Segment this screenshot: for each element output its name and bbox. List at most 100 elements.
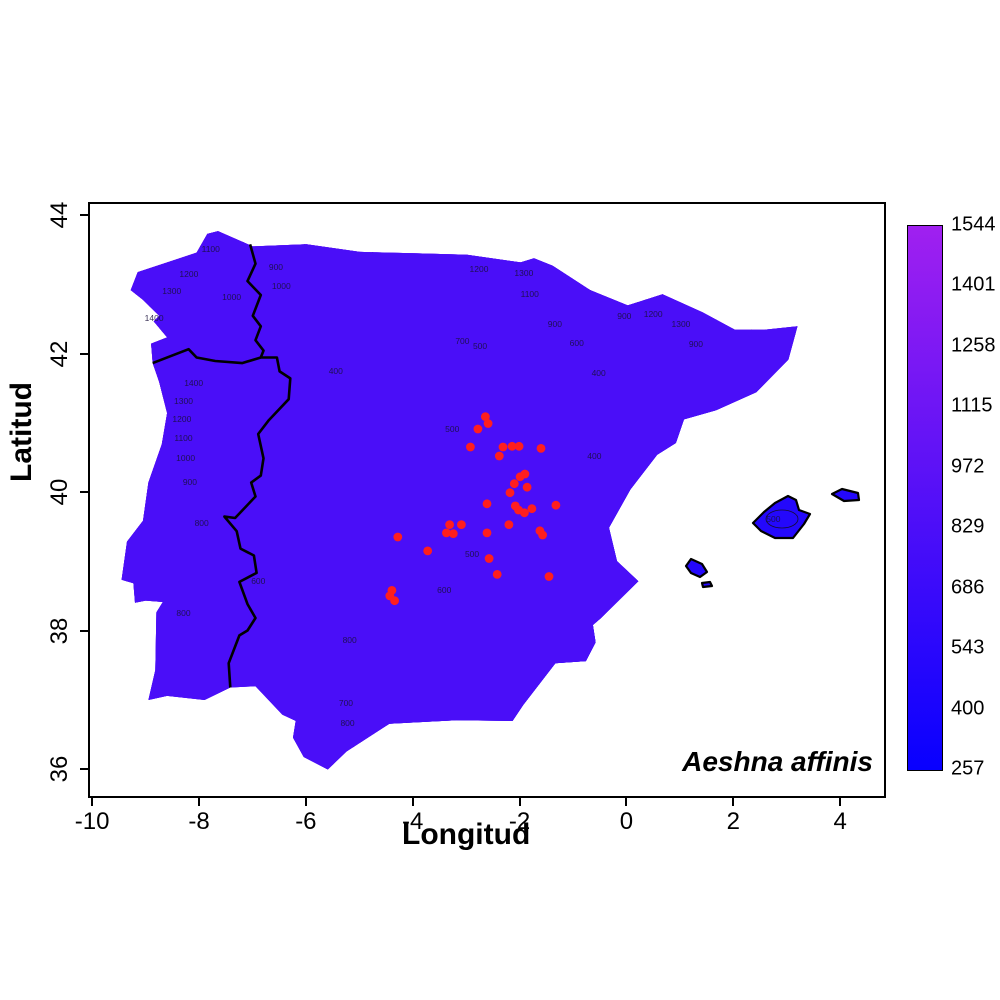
- x-tick-mark: [518, 798, 521, 806]
- colorbar-tick-label: 1544: [951, 213, 996, 236]
- contour-label: 1100: [174, 433, 193, 444]
- portugal-spain-border: [152, 347, 292, 688]
- mallorca-contour: [765, 509, 799, 529]
- y-tick-mark: [80, 214, 88, 217]
- occurrence-point: [498, 442, 508, 452]
- occurrence-points-layer: [385, 412, 561, 606]
- contour-label: 1000: [176, 453, 196, 464]
- x-tick-mark: [732, 798, 735, 806]
- colorbar-tick-label: 1115: [951, 394, 993, 417]
- y-tick-mark: [80, 629, 88, 632]
- y-axis-title: Latitud: [4, 382, 38, 482]
- contour-label: 1400: [144, 312, 164, 323]
- occurrence-point: [505, 488, 515, 498]
- colorbar-tick-label: 543: [951, 636, 985, 659]
- contour-label: 800: [176, 607, 191, 618]
- balearic-islands: [684, 487, 861, 589]
- occurrence-point: [423, 546, 433, 556]
- contour-label: 600: [437, 584, 452, 595]
- galicia-border: [246, 243, 265, 358]
- contour-label: 400: [591, 367, 606, 378]
- coastline-stroke: [120, 229, 799, 771]
- contour-label: 900: [547, 318, 562, 329]
- menorca-island: [830, 487, 861, 503]
- occurrence-point: [538, 530, 547, 540]
- species-name-label: Aeshna affinis: [682, 746, 873, 777]
- contour-label: 400: [587, 451, 602, 462]
- occurrence-point: [484, 554, 494, 563]
- occurrence-point: [481, 412, 490, 421]
- contour-label: 700: [455, 336, 470, 347]
- contour-label: 900: [617, 311, 632, 322]
- contour-label: 900: [182, 476, 197, 487]
- occurrence-point: [482, 528, 492, 538]
- contour-label: 1100: [520, 289, 539, 299]
- contour-label: 1300: [162, 285, 182, 296]
- contour-label: 800: [340, 718, 355, 729]
- occurrence-point: [504, 520, 514, 529]
- contour-label: 600: [569, 338, 584, 349]
- contour-label: 800: [342, 635, 357, 646]
- occurrence-point: [466, 442, 475, 452]
- x-tick-mark: [304, 798, 307, 806]
- occurrence-point: [514, 441, 524, 451]
- contour-label: 500: [766, 514, 781, 525]
- contour-label: 400: [328, 365, 343, 376]
- contour-label: 1300: [671, 318, 691, 329]
- contour-label: 800: [194, 518, 209, 529]
- contour-label: 600: [251, 575, 266, 586]
- occurrence-point: [442, 528, 451, 538]
- occurrence-point: [390, 596, 399, 606]
- political-borders: [152, 243, 292, 688]
- contour-label: 1000: [222, 291, 242, 302]
- occurrence-point: [483, 419, 493, 428]
- occurrence-point: [393, 532, 403, 542]
- occurrence-point: [520, 508, 529, 518]
- contour-label: 1200: [179, 268, 199, 279]
- x-axis-title: Longitud: [402, 818, 531, 851]
- y-tick-label: 40: [46, 478, 73, 506]
- occurrence-point: [494, 451, 504, 461]
- occurrence-point: [544, 572, 554, 581]
- x-tick-mark: [625, 798, 628, 806]
- x-tick-mark: [839, 798, 842, 806]
- colorbar-tick-label: 1401: [951, 273, 996, 296]
- x-tick-label: 4: [833, 808, 847, 835]
- y-tick-mark: [80, 352, 88, 355]
- colorbar-tick-label: 829: [951, 515, 985, 538]
- colorbar-tick-label: 400: [951, 697, 985, 720]
- occurrence-point: [536, 444, 546, 453]
- occurrence-point: [551, 500, 561, 510]
- formentera-island: [700, 580, 714, 589]
- map-plot-area: 1100 1200 1300 1400 1000 900 1000 1400 1300 1200 1…: [88, 202, 886, 798]
- y-tick-label: 36: [46, 755, 73, 783]
- y-tick-label: 44: [46, 201, 73, 229]
- x-tick-label: -6: [295, 808, 317, 835]
- occurrence-point: [482, 499, 492, 509]
- x-tick-label: 2: [726, 808, 740, 835]
- x-tick-label: -2: [508, 808, 531, 835]
- x-tick-label: 0: [619, 808, 634, 835]
- contour-label: 900: [268, 262, 284, 272]
- x-tick-mark: [91, 798, 94, 806]
- occurrence-point: [457, 520, 466, 529]
- occurrence-point: [509, 479, 519, 489]
- y-tick-mark: [80, 491, 88, 494]
- y-tick-label: 42: [46, 340, 73, 367]
- contour-label: 700: [338, 698, 354, 709]
- contour-label: 1200: [469, 264, 489, 275]
- x-tick-label: -4: [402, 808, 424, 835]
- contour-label: 500: [464, 548, 480, 559]
- y-tick-mark: [80, 767, 88, 770]
- colorbar-tick-label: 257: [951, 757, 985, 780]
- occurrence-point: [473, 424, 483, 434]
- mallorca-island: [751, 494, 812, 540]
- contour-label: 1400: [184, 377, 204, 388]
- contour-label: 900: [688, 338, 703, 349]
- iberia-contour-map: [120, 229, 861, 771]
- occurrence-point: [507, 441, 517, 451]
- contour-label: 500: [445, 424, 460, 435]
- occurrence-point: [527, 504, 537, 514]
- colorbar-tick-label: 686: [951, 576, 985, 599]
- occurrence-point: [448, 529, 458, 538]
